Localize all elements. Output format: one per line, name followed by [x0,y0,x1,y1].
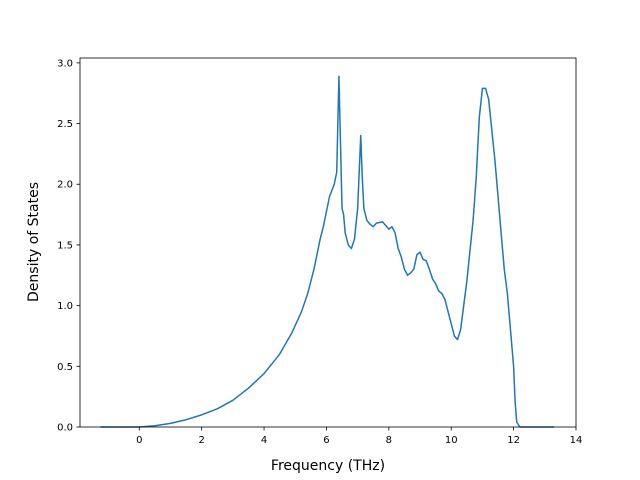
x-tick-label: 14 [570,435,583,446]
x-tick-label: 2 [198,435,204,446]
y-tick-label: 0.0 [57,423,73,434]
y-axis-label: Density of States [26,182,42,302]
x-tick-label: 10 [445,435,458,446]
y-tick-label: 1.0 [57,301,73,312]
x-tick-label: 6 [323,435,329,446]
x-tick-label: 8 [386,435,392,446]
y-tick-label: 0.5 [57,362,73,373]
dos-series-line [100,75,555,428]
x-axis-ticks: 0 2 4 6 8 10 12 14 [136,427,582,446]
y-tick-label: 3.0 [57,58,73,69]
x-tick-label: 4 [261,435,267,446]
y-tick-label: 1.5 [57,240,73,251]
y-tick-label: 2.0 [57,180,73,191]
series-layer [100,75,555,428]
y-axis-ticks: 0.0 0.5 1.0 1.5 2.0 2.5 3.0 [57,58,80,434]
x-axis-label: Frequency (THz) [271,458,385,474]
x-tick-label: 0 [136,435,142,446]
plot-frame [79,57,577,428]
plot-background [80,58,576,427]
y-tick-label: 2.5 [57,119,73,130]
x-tick-label: 12 [507,435,520,446]
